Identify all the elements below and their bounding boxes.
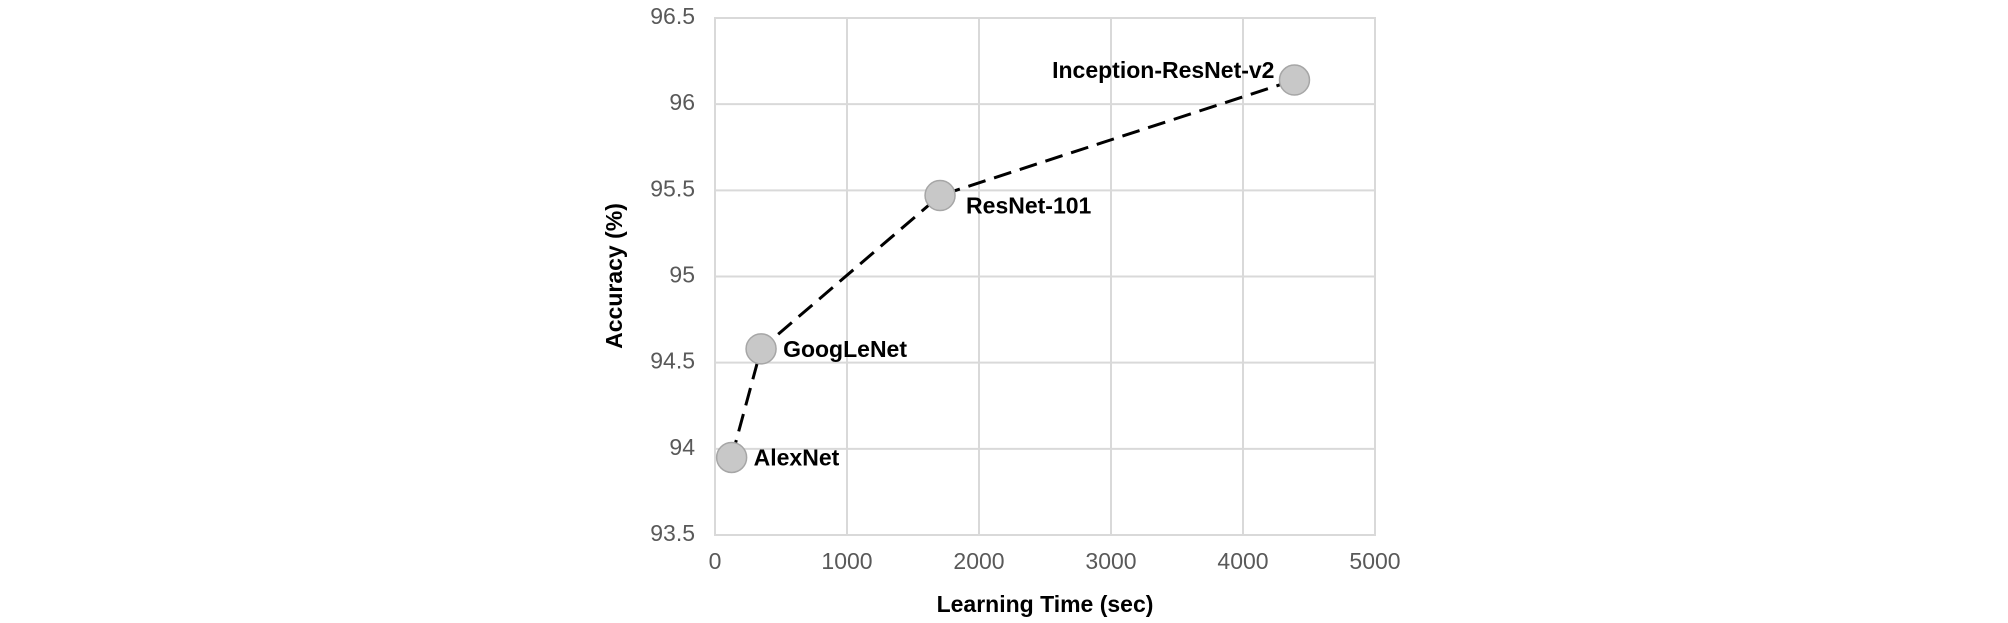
y-tick-label: 94.5 bbox=[650, 348, 695, 374]
y-tick-label: 96.5 bbox=[650, 3, 695, 29]
y-tick-label: 95 bbox=[669, 262, 695, 288]
point-label: GoogLeNet bbox=[783, 336, 907, 362]
x-tick-label: 4000 bbox=[1217, 548, 1268, 574]
y-axis-title: Accuracy (%) bbox=[601, 203, 627, 349]
y-tick-label: 95.5 bbox=[650, 175, 695, 201]
x-tick-label: 0 bbox=[709, 548, 722, 574]
y-tick-label: 96 bbox=[669, 89, 695, 115]
x-tick-label: 2000 bbox=[953, 548, 1004, 574]
x-tick-label: 1000 bbox=[821, 548, 872, 574]
data-point bbox=[924, 179, 956, 212]
point-label: AlexNet bbox=[754, 445, 840, 471]
data-point bbox=[745, 333, 777, 365]
y-tick-label: 94 bbox=[669, 434, 695, 460]
point-label: Inception-ResNet-v2 bbox=[1052, 57, 1274, 83]
data-point bbox=[1278, 64, 1311, 96]
point-label: ResNet-101 bbox=[966, 193, 1091, 219]
x-axis-title: Learning Time (sec) bbox=[937, 591, 1154, 617]
y-tick-label: 93.5 bbox=[650, 520, 695, 546]
x-tick-label: 5000 bbox=[1349, 548, 1400, 574]
x-tick-label: 3000 bbox=[1085, 548, 1136, 574]
series-line bbox=[730, 78, 1295, 458]
data-point bbox=[715, 441, 748, 474]
plot-frame bbox=[714, 17, 1376, 536]
